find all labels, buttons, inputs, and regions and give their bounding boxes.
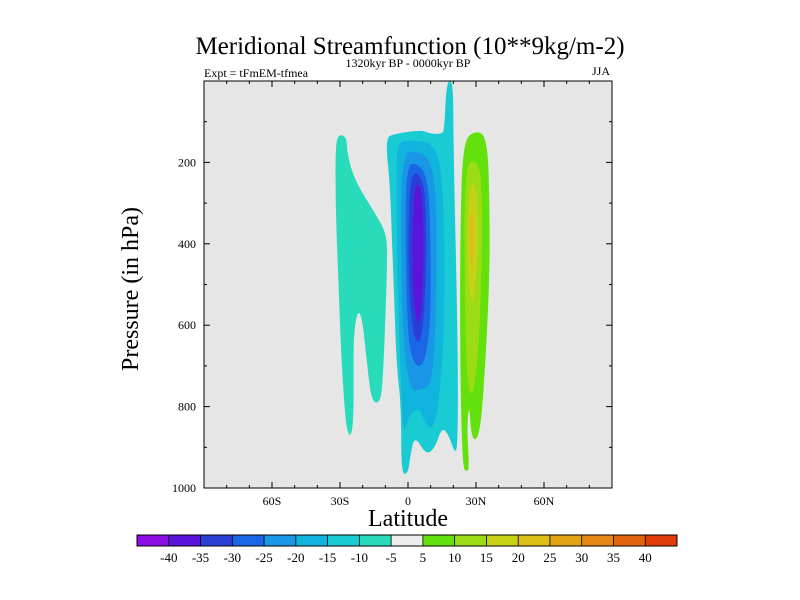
colorbar-level-label: -35 xyxy=(192,550,209,565)
colorbar-level-label: 30 xyxy=(575,550,588,565)
colorbar-swatch xyxy=(137,535,170,546)
colorbar-level-label: 40 xyxy=(639,550,652,565)
colorbar-level-label: 25 xyxy=(543,550,556,565)
colorbar-swatch xyxy=(549,535,582,546)
x-tick-label: 60S xyxy=(263,494,282,508)
axis-ticks: 60S 30S 0 30N 60N 200 400 600 800 1000 xyxy=(172,81,613,508)
colorbar-frame xyxy=(136,534,678,547)
colorbar-swatch xyxy=(422,535,455,546)
colorbar-level-label: 5 xyxy=(420,550,427,565)
x-tick-label: 30N xyxy=(466,494,487,508)
colorbar-level-label: -5 xyxy=(386,550,397,565)
colorbar-swatch xyxy=(264,535,297,546)
colorbar-swatch xyxy=(200,535,233,546)
colorbar-swatch xyxy=(327,535,360,546)
time-period-label: 1320kyr BP - 0000kyr BP xyxy=(346,56,471,70)
colorbar-level-label: 10 xyxy=(448,550,461,565)
colorbar-swatch xyxy=(295,535,328,546)
colorbar-swatch xyxy=(391,535,424,546)
colorbar-level-label: 20 xyxy=(512,550,525,565)
colorbar-level-label: -10 xyxy=(351,550,368,565)
colorbar-swatch xyxy=(454,535,487,546)
colorbar: -40 -35 -30 -25 -20 -15 -10 -5 5 10 15 20 25 30 35 40 xyxy=(136,534,678,565)
colorbar-level-label: -25 xyxy=(255,550,272,565)
contour-fill-layer xyxy=(335,81,490,474)
x-tick-label: 60N xyxy=(534,494,555,508)
chart-title: Meridional Streamfunction (10**9kg/m-2) xyxy=(195,33,624,60)
contour-region-pos-20 xyxy=(469,213,474,268)
x-tick-label: 0 xyxy=(405,494,411,508)
y-tick-label: 400 xyxy=(178,237,196,251)
x-tick-label: 30S xyxy=(331,494,350,508)
colorbar-level-label: -20 xyxy=(287,550,304,565)
y-tick-label: 800 xyxy=(178,400,196,414)
colorbar-swatch xyxy=(232,535,265,546)
colorbar-swatch xyxy=(613,535,646,546)
colorbar-swatch xyxy=(581,535,614,546)
colorbar-level-label: -40 xyxy=(160,550,177,565)
colorbar-level-label: -30 xyxy=(224,550,241,565)
colorbar-swatch xyxy=(645,535,678,546)
season-label: JJA xyxy=(592,64,610,78)
colorbar-swatch xyxy=(168,535,201,546)
colorbar-swatch xyxy=(518,535,551,546)
y-tick-label: 200 xyxy=(178,155,196,169)
colorbar-level-label: -15 xyxy=(319,550,336,565)
x-axis-label: Latitude xyxy=(368,506,448,532)
experiment-label: Expt = tFmEM-tfmea xyxy=(204,66,309,80)
contour-region-neg-35 xyxy=(412,184,424,322)
y-tick-label: 1000 xyxy=(172,481,196,495)
colorbar-level-label: 15 xyxy=(480,550,493,565)
colorbar-swatch xyxy=(486,535,519,546)
contour-region-neg-5 xyxy=(335,135,388,435)
y-tick-label: 600 xyxy=(178,318,196,332)
colorbar-level-label: 35 xyxy=(607,550,620,565)
y-axis-label: Pressure (in hPa) xyxy=(118,207,144,371)
colorbar-swatch xyxy=(359,535,392,546)
